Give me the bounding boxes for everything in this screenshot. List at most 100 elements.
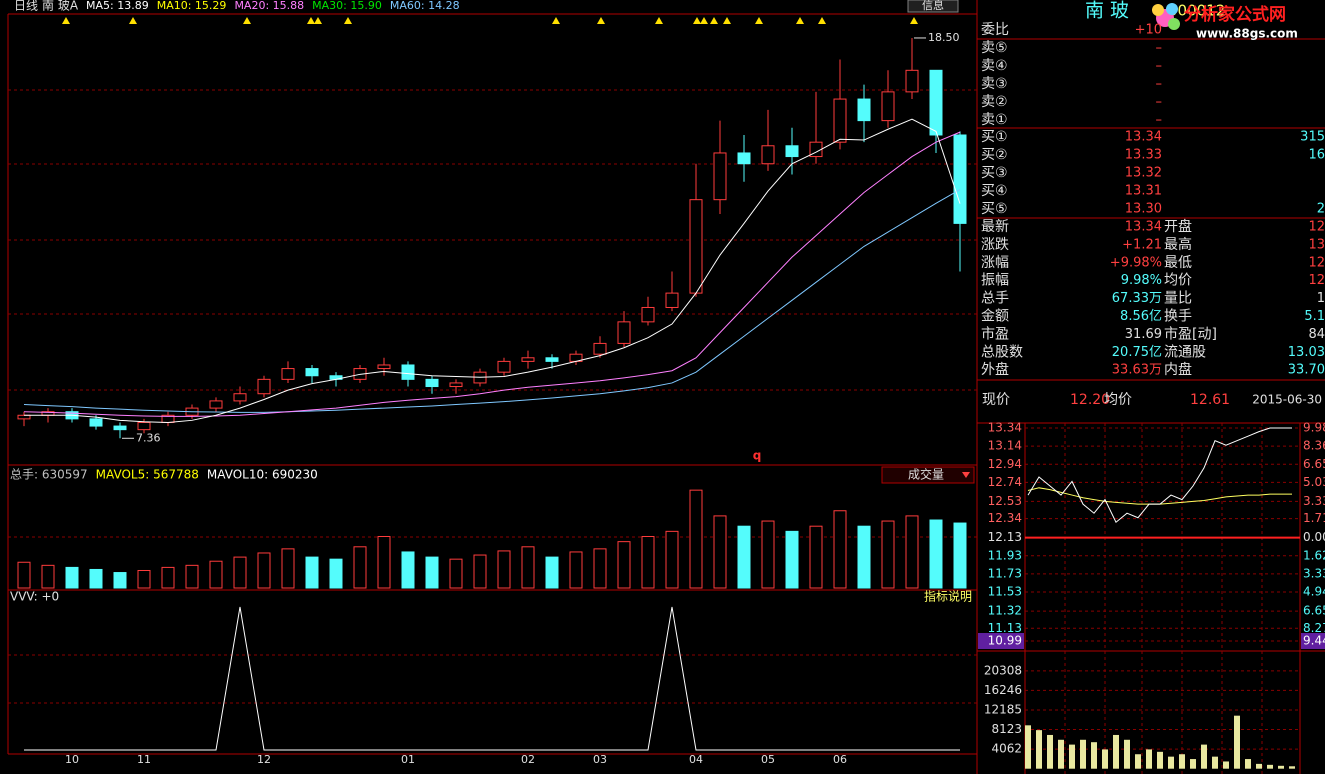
volume-bar (449, 558, 463, 589)
quote-value: 13.32 (1125, 166, 1162, 181)
candle-body (617, 321, 631, 344)
date: 2015-06-30 (1252, 393, 1322, 407)
candle-body (521, 357, 535, 362)
signal-marker (129, 17, 137, 24)
intraday-volume-bar (1256, 763, 1262, 769)
quote-label: 委比 (981, 22, 1009, 38)
intraday-volume-bar (1047, 734, 1053, 769)
volume-bar (953, 522, 967, 589)
quote-name: 南 玻 (1085, 0, 1129, 22)
logo-petal (1168, 18, 1180, 30)
volume-label: 总手: 630597 (10, 468, 88, 482)
volume-tick-label: 8123 (991, 722, 1022, 736)
intraday-volume-bar (1179, 754, 1185, 769)
intraday-volume-bar (1146, 749, 1152, 769)
pct-label: 9.98 (1303, 421, 1325, 435)
volume-bar (641, 536, 655, 589)
quote-value: – (1156, 41, 1163, 56)
signal-marker (710, 17, 718, 24)
volume-tick-label: 4062 (991, 742, 1022, 756)
price: 12.20 (1070, 392, 1110, 408)
volume-bar (17, 561, 31, 589)
logo-text: 分析家公式网 (1184, 4, 1286, 25)
ma-label: MA60: 14.28 (390, 0, 460, 12)
quote-label: 外盘 (981, 361, 1009, 378)
quote-value: 1 (1317, 291, 1325, 306)
volume-bar (377, 536, 391, 589)
dropdown-arrow (962, 472, 970, 478)
volume-label: MAVOL10: 690230 (207, 468, 318, 482)
stock-name: 南 玻A (42, 0, 79, 13)
ma-label: MA30: 15.90 (312, 0, 382, 12)
intraday-volume-bar (1278, 765, 1284, 769)
volume-bar (89, 568, 103, 589)
candle-body (497, 360, 511, 373)
volume-button[interactable] (881, 466, 975, 484)
quote-value: 33.70 (1288, 363, 1325, 378)
candle-body (209, 400, 223, 409)
indicator-button[interactable]: 指标说明 (924, 589, 972, 604)
quote-value: 5.1 (1304, 309, 1325, 324)
ma-line (23, 131, 961, 417)
marker-q: q (753, 449, 762, 463)
candle-body (761, 145, 775, 165)
quote-value: +10 (1135, 23, 1162, 38)
volume-bar (929, 519, 943, 589)
quote-value: – (1156, 59, 1163, 74)
candle-body (401, 364, 415, 380)
month-label: 05 (761, 753, 775, 766)
candle-body (857, 98, 871, 122)
intraday-volume-bar (1091, 742, 1097, 769)
quote-value: 13.30 (1125, 202, 1162, 217)
grid (8, 89, 1263, 774)
candle-body (113, 425, 127, 431)
quote-value: 84 (1308, 327, 1325, 342)
quote-value: 16 (1308, 148, 1325, 163)
candle-body (785, 145, 799, 158)
volume-button-label[interactable]: 成交量 (908, 467, 944, 482)
candle-body (449, 382, 463, 388)
y-tick-label: 11.93 (988, 548, 1022, 562)
signal-marker (693, 17, 701, 24)
info-button-label[interactable]: 信息 (922, 0, 944, 12)
quote-label: 买② (981, 147, 1008, 163)
quote-label: 买④ (981, 183, 1008, 199)
pct-label: 8.27 (1303, 621, 1325, 635)
signal-marker (700, 17, 708, 24)
candle-body (305, 368, 319, 377)
highlight (1301, 633, 1325, 649)
y-tick-label: 11.32 (988, 604, 1022, 618)
signal-marker (818, 17, 826, 24)
quote-label: 买⑤ (981, 201, 1008, 217)
signal-marker (755, 17, 763, 24)
quote-value: 13.03 (1288, 345, 1325, 360)
y-tick-label: 13.14 (988, 439, 1022, 453)
intraday-volume-bar (1201, 744, 1207, 769)
info-button[interactable] (907, 0, 959, 13)
y-tick-label: 12.34 (988, 511, 1022, 525)
volume-bar (785, 530, 799, 589)
quote-label: 卖④ (981, 58, 1008, 74)
volume-tick-label: 16246 (984, 683, 1022, 697)
period: 日线 (14, 0, 38, 13)
y-tick-label: 10.99 (988, 634, 1022, 648)
candle-body (257, 378, 271, 395)
candle-body (953, 134, 967, 224)
quote-label: 总股数 (981, 344, 1023, 360)
quote-value: 33.63万 (1112, 363, 1162, 378)
volume-bar (473, 554, 487, 589)
quote-label: 内盘 (1164, 361, 1192, 378)
logo-petal (1166, 3, 1178, 15)
intraday-volume-bar (1058, 739, 1064, 769)
quote-label: 振幅 (981, 273, 1009, 289)
volume-bar (233, 556, 247, 589)
volume-bar (833, 510, 847, 589)
pct-label: 6.65 (1303, 604, 1325, 618)
candle-body (833, 98, 847, 143)
quote-value: 12 (1308, 273, 1325, 288)
candle-body (881, 91, 895, 122)
month-label: 04 (689, 753, 703, 766)
volume-bar (593, 548, 607, 589)
quote-label: 市盈[动] (1164, 325, 1217, 342)
volume-bar (809, 525, 823, 589)
